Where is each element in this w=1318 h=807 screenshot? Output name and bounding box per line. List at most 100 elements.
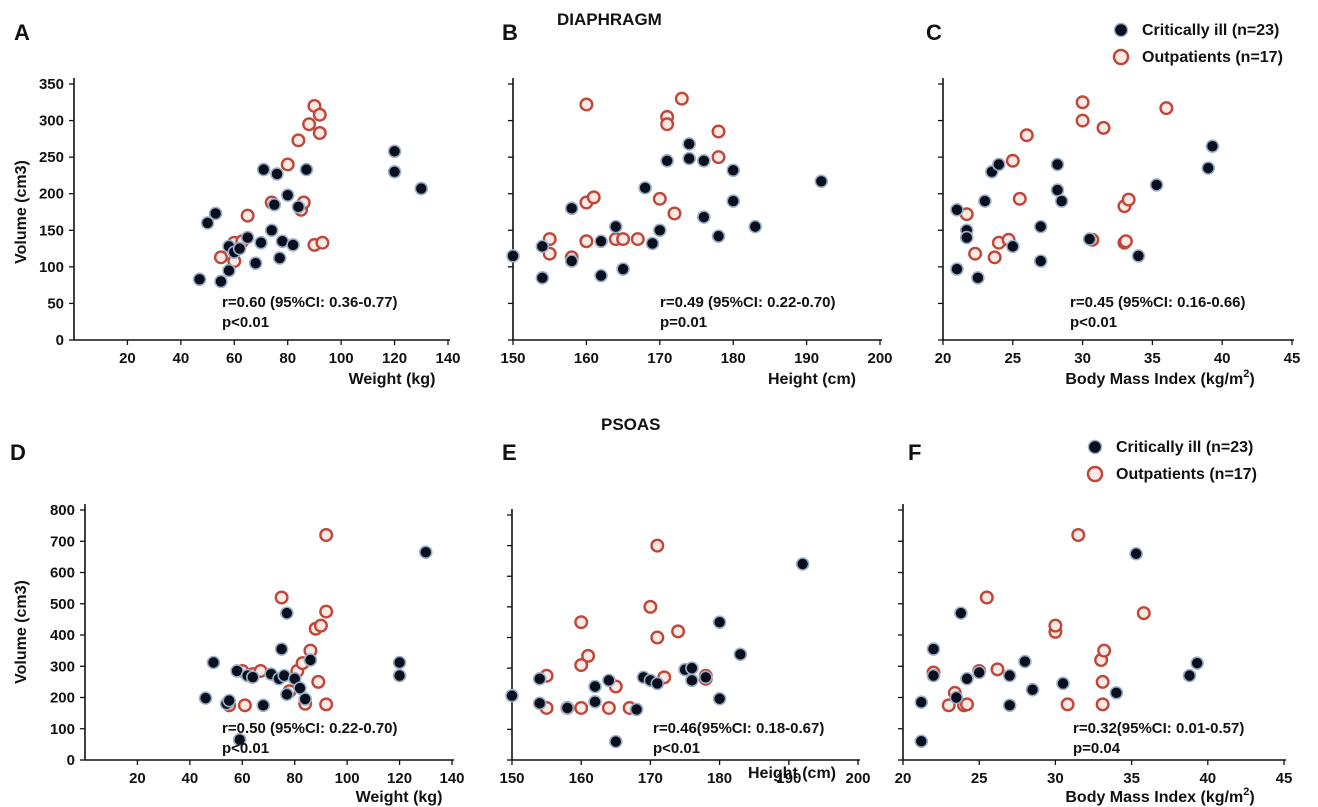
x-tick-label: 30 bbox=[1074, 350, 1091, 367]
critical-point bbox=[972, 665, 987, 680]
x-tick-label: 150 bbox=[500, 350, 525, 367]
x-tick-label: 170 bbox=[638, 770, 663, 787]
critical-point bbox=[660, 154, 674, 168]
y-tick-label: 0 bbox=[67, 752, 75, 769]
y-tick-label: 800 bbox=[50, 502, 75, 519]
critical-point bbox=[387, 164, 402, 179]
x-tick-label: 20 bbox=[129, 770, 146, 787]
x-axis-label-end: ) bbox=[1249, 371, 1254, 388]
critical-point bbox=[272, 251, 287, 265]
critical-point bbox=[214, 274, 228, 289]
x-tick-label: 140 bbox=[435, 350, 460, 367]
outpatient-point bbox=[671, 624, 686, 639]
critical-point bbox=[1190, 656, 1204, 670]
panel-letter: E bbox=[502, 440, 517, 465]
critical-point bbox=[726, 194, 741, 208]
y-tick-label: 700 bbox=[50, 533, 75, 550]
critical-point bbox=[274, 642, 289, 656]
critical-point bbox=[608, 734, 623, 749]
critical-point bbox=[1131, 249, 1146, 263]
x-tick-label: 120 bbox=[382, 350, 407, 367]
critical-point bbox=[726, 163, 741, 178]
outpatient-point bbox=[213, 250, 228, 265]
y-tick-label: 300 bbox=[50, 658, 75, 675]
x-tick-label: 20 bbox=[895, 770, 912, 787]
critical-point bbox=[270, 167, 284, 181]
critical-point bbox=[208, 206, 223, 221]
outpatient-point bbox=[579, 234, 594, 249]
x-tick-label: 80 bbox=[279, 350, 296, 367]
critical-point bbox=[1149, 178, 1164, 192]
critical-point bbox=[697, 210, 711, 224]
outpatient-point bbox=[941, 698, 956, 713]
outpatient-point bbox=[1019, 128, 1034, 143]
outpatient-point bbox=[319, 528, 334, 543]
critical-point bbox=[682, 151, 696, 166]
correlation-stat: r=0.50 (95%CI: 0.22-0.70) bbox=[222, 720, 398, 737]
critical-point bbox=[206, 655, 221, 670]
x-tick-label: 200 bbox=[867, 350, 892, 367]
critical-point bbox=[992, 157, 1006, 172]
critical-point bbox=[286, 238, 300, 252]
critical-point bbox=[926, 668, 941, 683]
critical-point bbox=[387, 144, 402, 159]
critical-point bbox=[1205, 139, 1220, 153]
critical-point bbox=[414, 181, 429, 196]
x-tick-label: 35 bbox=[1123, 770, 1140, 787]
critical-point bbox=[1002, 668, 1017, 683]
panel-f: F 20 25 30 35 40 45 Body Mass Index (kg/m2) r=0.… bbox=[895, 440, 1293, 806]
critical-point bbox=[1129, 546, 1143, 561]
x-axis-label: Weight (kg) bbox=[356, 789, 443, 806]
correlation-stat: r=0.46(95%CI: 0.18-0.67) bbox=[653, 720, 824, 737]
critical-point bbox=[588, 695, 602, 709]
critical-point bbox=[950, 262, 964, 276]
critical-point bbox=[914, 695, 929, 709]
x-tick-label: 25 bbox=[971, 770, 988, 787]
outpatient-point bbox=[1095, 674, 1110, 689]
critical-point bbox=[814, 174, 829, 189]
y-tick-label: 200 bbox=[50, 690, 75, 707]
p-value-stat: p<0.01 bbox=[1070, 314, 1117, 331]
outpatient-point bbox=[601, 700, 616, 715]
outpatient-point bbox=[652, 191, 667, 206]
outpatient-point bbox=[650, 538, 665, 553]
critical-point bbox=[198, 691, 213, 705]
correlation-stat: r=0.45 (95%CI: 0.16-0.66) bbox=[1070, 294, 1246, 311]
x-tick-label: 190 bbox=[776, 770, 801, 787]
p-value-stat: p<0.01 bbox=[222, 314, 269, 331]
x-tick-label: 45 bbox=[1276, 770, 1293, 787]
outpatient-point bbox=[313, 618, 328, 633]
critical-point bbox=[303, 653, 318, 667]
critical-point bbox=[1082, 232, 1097, 246]
critical-point bbox=[280, 606, 294, 620]
critical-point bbox=[293, 681, 307, 695]
correlation-stat: r=0.49 (95%CI: 0.22-0.70) bbox=[660, 294, 836, 311]
outpatient-point bbox=[674, 91, 689, 106]
critical-point bbox=[248, 256, 263, 271]
section-title-psoas: PSOAS bbox=[601, 415, 661, 434]
x-tick-label: 25 bbox=[1004, 350, 1021, 367]
critical-point bbox=[232, 241, 247, 256]
p-value-stat: p<0.01 bbox=[222, 740, 269, 757]
outpatient-point bbox=[237, 698, 252, 713]
critical-point bbox=[733, 647, 748, 662]
critical-point bbox=[1050, 157, 1065, 172]
x-axis-label-sup: 2 bbox=[1243, 368, 1249, 380]
critical-point bbox=[256, 162, 271, 177]
critical-point bbox=[971, 271, 985, 285]
panel-letter: F bbox=[908, 440, 921, 465]
y-tick-label: 100 bbox=[50, 721, 75, 738]
critical-point bbox=[1033, 219, 1048, 234]
critical-point bbox=[602, 673, 616, 688]
y-tick-label: 0 bbox=[56, 332, 64, 349]
critical-point bbox=[1005, 239, 1020, 254]
panel-d: D 0 100 200 300 400 500 600 700 800 20 40 60 80 100 120… bbox=[10, 440, 465, 806]
y-tick-label: 400 bbox=[50, 627, 75, 644]
x-tick-label: 60 bbox=[234, 770, 251, 787]
critical-point bbox=[535, 271, 550, 285]
outpatient-point bbox=[1060, 697, 1075, 712]
critical-point bbox=[505, 688, 519, 703]
outpatient-point bbox=[990, 662, 1005, 677]
outpatient-point bbox=[643, 599, 658, 614]
